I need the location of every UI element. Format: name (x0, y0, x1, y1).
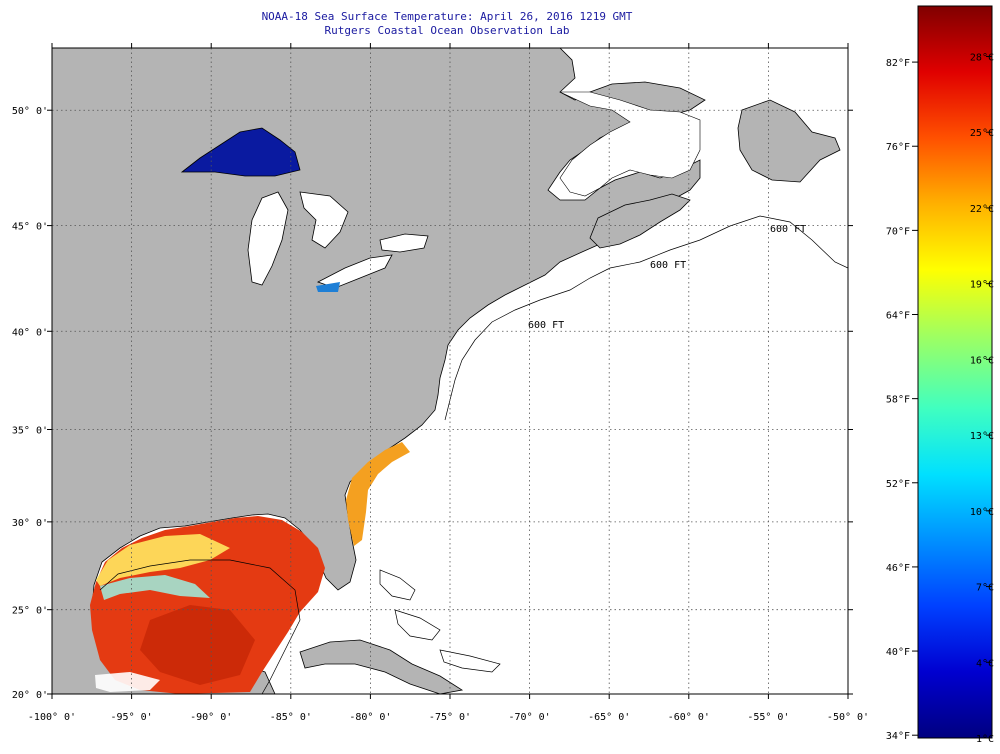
lat-label: 25° 0' (12, 606, 48, 617)
lon-label: -75° 0' (429, 712, 471, 723)
lat-label: 50° 0' (12, 106, 48, 117)
contour-label-1: 600 FT (528, 320, 564, 331)
colorbar-c-label: 13°C (970, 431, 994, 442)
colorbar-c-label: 28°C (970, 52, 994, 63)
lake-erie-west-sst (316, 282, 340, 292)
colorbar-c-label: 16°C (970, 355, 994, 366)
colorbar-f-label: 34°F (886, 731, 910, 742)
colorbar-fahrenheit-labels: 82°F 76°F 70°F 64°F 58°F 52°F 46°F 40°F 34°F (886, 58, 918, 742)
colorbar-c-label: 1°C (976, 734, 994, 745)
lake-huron (299, 191, 349, 249)
lat-label: 20° 0' (12, 690, 48, 701)
colorbar-celsius-labels: 28°C 25°C 22°C 19°C 16°C 13°C 10°C 7°C 4°C 1°C (970, 52, 994, 745)
atlantic-coastal-sst (346, 442, 410, 546)
colorbar-c-label: 22°C (970, 204, 994, 215)
lon-label: -70° 0' (509, 712, 551, 723)
lon-label: -80° 0' (349, 712, 391, 723)
gulf-cloud-patch (95, 672, 160, 692)
map-area: 600 FT 600 FT 600 FT (52, 48, 848, 694)
lake-erie (316, 254, 393, 289)
contour-label-3: 600 FT (770, 224, 806, 235)
gulf-coastal-cyan-band (100, 575, 210, 600)
lon-label: -65° 0' (588, 712, 630, 723)
lon-label: -55° 0' (747, 712, 789, 723)
lat-label: 45° 0' (12, 222, 48, 233)
colorbar-c-label: 4°C (976, 658, 994, 669)
great-lakes (247, 191, 429, 289)
lat-label: 30° 0' (12, 518, 48, 529)
gulf-st-lawrence (559, 91, 701, 197)
colorbar-scale (917, 5, 993, 739)
colorbar-c-label: 19°C (970, 280, 994, 291)
lake-ontario (379, 233, 429, 253)
gulf-coastal-cool-band (96, 534, 230, 586)
lake-michigan (247, 191, 289, 286)
lon-label: -100° 0' (28, 712, 76, 723)
gulf-shelf-contour (99, 559, 301, 694)
land-cuba (299, 639, 464, 694)
contour-label-2: 600 FT (650, 260, 686, 271)
lat-label: 40° 0' (12, 327, 48, 338)
bahamas-outlines (379, 569, 501, 673)
longitude-axis: -100° 0' -95° 0' -90° 0' -85° 0' -80° 0' -75°… (28, 43, 869, 723)
land-nova-scotia (589, 193, 691, 249)
title-line-2: Rutgers Coastal Ocean Observation Lab (324, 24, 569, 37)
lake-superior (180, 127, 301, 177)
colorbar-f-label: 46°F (886, 563, 910, 574)
title-line-1: NOAA-18 Sea Surface Temperature: April 2… (262, 10, 633, 23)
lon-label: -60° 0' (668, 712, 710, 723)
land-newfoundland (737, 99, 841, 183)
gulf-warm-core (140, 605, 255, 685)
colorbar-f-label: 76°F (886, 142, 910, 153)
lon-label: -90° 0' (190, 712, 232, 723)
colorbar-c-label: 10°C (970, 507, 994, 518)
colorbar-f-label: 64°F (886, 311, 910, 322)
lat-label: 35° 0' (12, 425, 48, 436)
colorbar-f-label: 58°F (886, 395, 910, 406)
lon-label: -95° 0' (111, 712, 153, 723)
lon-label: -85° 0' (270, 712, 312, 723)
colorbar-f-label: 52°F (886, 479, 910, 490)
latitude-axis: 50° 0' 45° 0' 40° 0' 35° 0' 30° 0' 25° 0' 20° … (12, 106, 853, 701)
colorbar-f-label: 82°F (886, 58, 910, 69)
shelf-contour-600ft (444, 215, 848, 421)
colorbar-f-label: 70°F (886, 226, 910, 237)
colorbar-f-label: 40°F (886, 647, 910, 658)
lon-label: -50° 0' (827, 712, 869, 723)
colorbar-c-label: 25°C (970, 128, 994, 139)
colorbar-c-label: 7°C (976, 583, 994, 594)
